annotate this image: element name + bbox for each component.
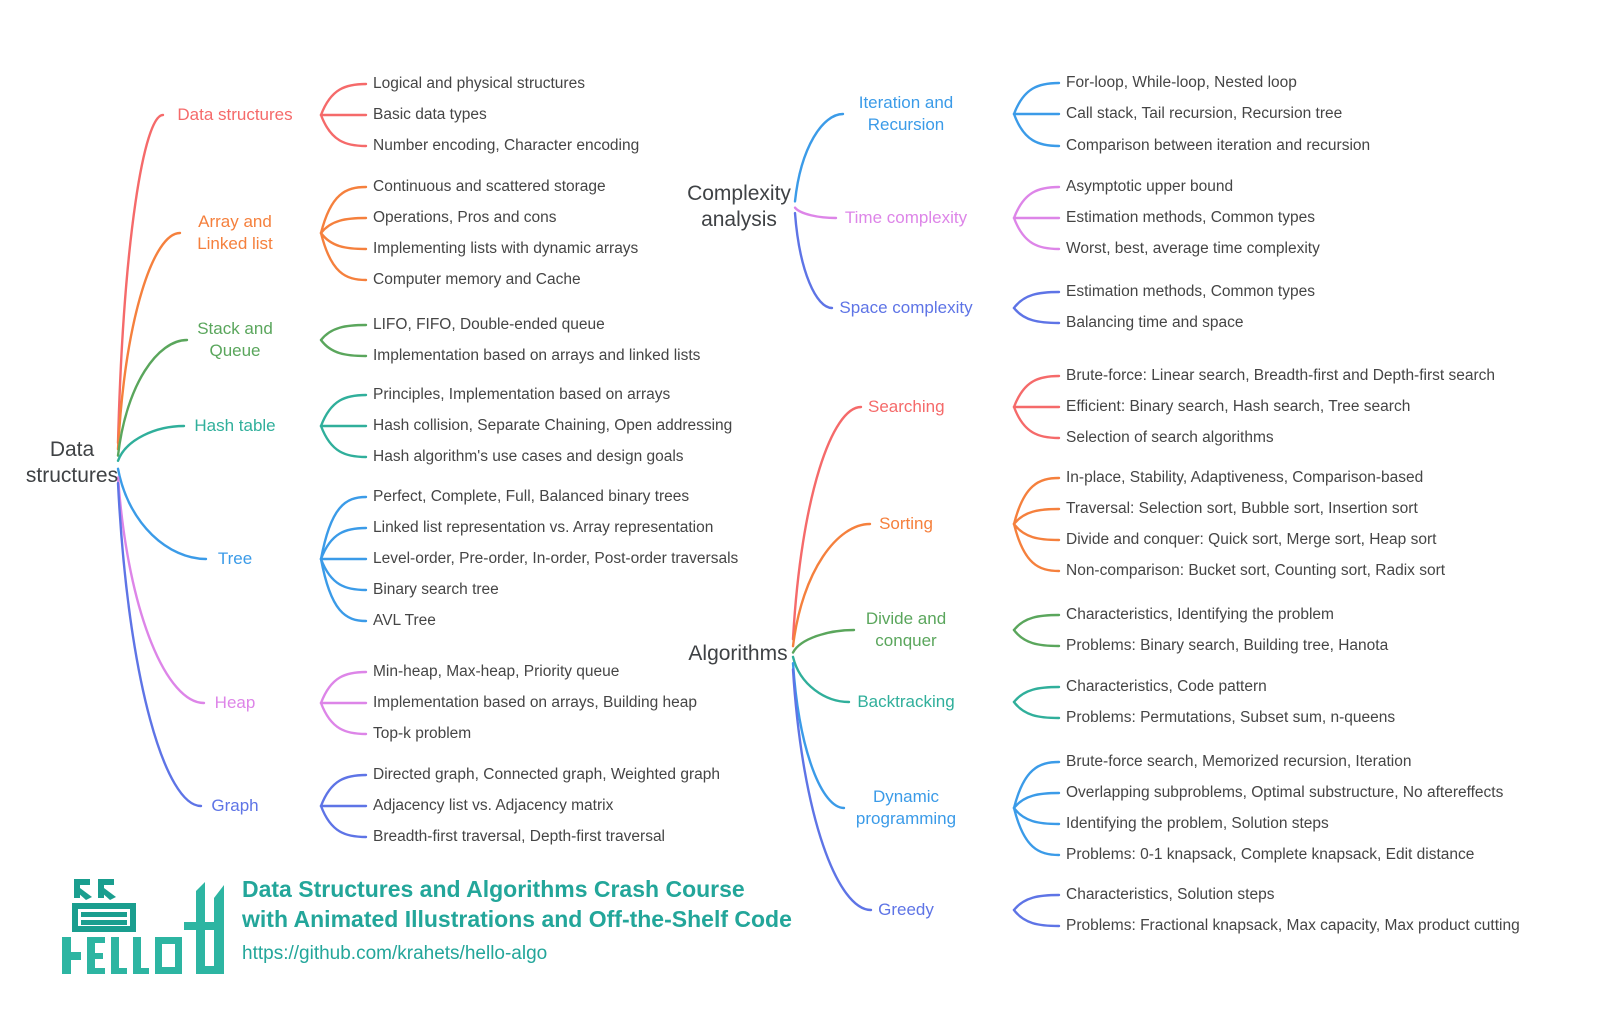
mindmap-leaf: Traversal: Selection sort, Bubble sort, …: [1066, 500, 1418, 517]
mindmap-leaf: Perfect, Complete, Full, Balanced binary…: [373, 488, 690, 505]
mindmap-leaf: Problems: 0-1 knapsack, Complete knapsac…: [1066, 846, 1475, 863]
logo-fa-glyph: [184, 882, 224, 974]
mindmap-leaf: Logical and physical structures: [373, 75, 585, 92]
mindmap-leaf: Overlapping subproblems, Optimal substru…: [1066, 784, 1504, 801]
mindmap-leaf: Call stack, Tail recursion, Recursion tr…: [1066, 105, 1343, 122]
branch-label-sorting: Sorting: [879, 514, 933, 533]
mindmap-leaf: Problems: Binary search, Building tree, …: [1066, 637, 1389, 654]
mindmap-leaf: Adjacency list vs. Adjacency matrix: [373, 797, 614, 814]
mindmap-leaf: For-loop, While-loop, Nested loop: [1066, 74, 1297, 91]
mindmap-leaf: Implementing lists with dynamic arrays: [373, 240, 639, 257]
mindmap-leaf: Divide and conquer: Quick sort, Merge so…: [1066, 531, 1437, 548]
mindmap-leaf: Selection of search algorithms: [1066, 429, 1274, 446]
logo-hello-letters: [62, 937, 182, 974]
mindmap-leaf: Comparison between iteration and recursi…: [1066, 137, 1371, 154]
course-title-line1: Data Structures and Algorithms Crash Cou…: [242, 876, 745, 902]
root-node-algorithms: Algorithms: [688, 642, 788, 665]
branch-label-divide-and-conquer: Divide and conquer: [865, 609, 947, 650]
mindmap-leaf: Computer memory and Cache: [373, 271, 581, 288]
mindmap-leaf: Continuous and scattered storage: [373, 178, 606, 195]
mindmap-leaf: Principles, Implementation based on arra…: [373, 386, 671, 403]
mindmap-leaf: Hash collision, Separate Chaining, Open …: [373, 417, 733, 434]
branch-label-heap: Heap: [214, 693, 256, 712]
mindmap-leaf: Worst, best, average time complexity: [1066, 240, 1320, 257]
branch-label-iteration-and-recursion: Iteration and Recursion: [858, 93, 954, 134]
mindmap-leaf: Characteristics, Identifying the problem: [1066, 606, 1334, 623]
github-repo-link[interactable]: https://github.com/krahets/hello-algo: [242, 943, 548, 964]
branch-label-hash-table: Hash table: [194, 416, 276, 435]
branch-label-stack-and-queue: Stack and Queue: [197, 319, 273, 360]
branch-label-time-complexity: Time complexity: [844, 208, 968, 227]
mindmap-leaf: In-place, Stability, Adaptiveness, Compa…: [1066, 469, 1424, 486]
mindmap-leaf: Characteristics, Code pattern: [1066, 678, 1267, 695]
mindmap-leaf: Linked list representation vs. Array rep…: [373, 519, 714, 536]
mindmap-leaf: Number encoding, Character encoding: [373, 137, 640, 154]
course-title-line2: with Animated Illustrations and Off-the-…: [242, 906, 792, 932]
root-node-complexity-analysis: Complexity analysis: [687, 182, 791, 231]
hello-algo-logo: [62, 879, 224, 974]
mindmap-leaf: Level-order, Pre-order, In-order, Post-o…: [373, 550, 739, 567]
branch-label-greedy: Greedy: [878, 900, 934, 919]
mindmap-leaf: Binary search tree: [373, 581, 499, 598]
mindmap-leaf: Operations, Pros and cons: [373, 209, 557, 226]
mindmap-leaf: Implementation based on arrays and linke…: [373, 347, 701, 364]
logo-suan-top: [72, 879, 136, 932]
mindmap-leaf: Estimation methods, Common types: [1066, 209, 1315, 226]
branch-label-array-and-linked-list: Array and Linked list: [197, 212, 273, 253]
mindmap-leaf: Identifying the problem, Solution steps: [1066, 815, 1329, 832]
mindmap-leaf: LIFO, FIFO, Double-ended queue: [373, 316, 605, 333]
mindmap-leaf: Min-heap, Max-heap, Priority queue: [373, 663, 620, 680]
mindmap-leaf: Problems: Permutations, Subset sum, n-qu…: [1066, 709, 1396, 726]
mindmap-leaf: Directed graph, Connected graph, Weighte…: [373, 766, 720, 783]
mindmap-leaf: Basic data types: [373, 106, 487, 123]
branch-label-data-structures: Data structures: [177, 105, 293, 124]
branch-label-backtracking: Backtracking: [857, 692, 955, 711]
mindmap-leaf: Asymptotic upper bound: [1066, 178, 1234, 195]
branch-label-graph: Graph: [211, 796, 259, 815]
mindmap-leaf: Hash algorithm's use cases and design go…: [373, 448, 684, 465]
mindmap-leaf: Top-k problem: [373, 725, 472, 742]
root-node-data-structures: Data structures: [25, 438, 119, 487]
branch-label-dynamic-programming: Dynamic programming: [855, 787, 957, 828]
branch-label-searching: Searching: [868, 397, 945, 416]
branch-label-tree: Tree: [217, 549, 253, 568]
mindmap-leaf: Brute-force: Linear search, Breadth-firs…: [1066, 367, 1496, 384]
branch-label-space-complexity: Space complexity: [839, 298, 973, 317]
mindmap-leaf: Estimation methods, Common types: [1066, 283, 1315, 300]
mindmap-leaf: Non-comparison: Bucket sort, Counting so…: [1066, 562, 1446, 579]
mindmap-leaf: Problems: Fractional knapsack, Max capac…: [1066, 917, 1520, 934]
mindmap-leaf: Breadth-first traversal, Depth-first tra…: [373, 828, 666, 845]
mindmap-leaf: Brute-force search, Memorized recursion,…: [1066, 753, 1412, 770]
mindmap-leaf: AVL Tree: [373, 612, 436, 629]
mindmap-leaf: Efficient: Binary search, Hash search, T…: [1066, 398, 1411, 415]
mindmap-leaf: Characteristics, Solution steps: [1066, 886, 1275, 903]
mindmap-leaf: Balancing time and space: [1066, 314, 1244, 331]
mindmap-leaf: Implementation based on arrays, Building…: [373, 694, 697, 711]
